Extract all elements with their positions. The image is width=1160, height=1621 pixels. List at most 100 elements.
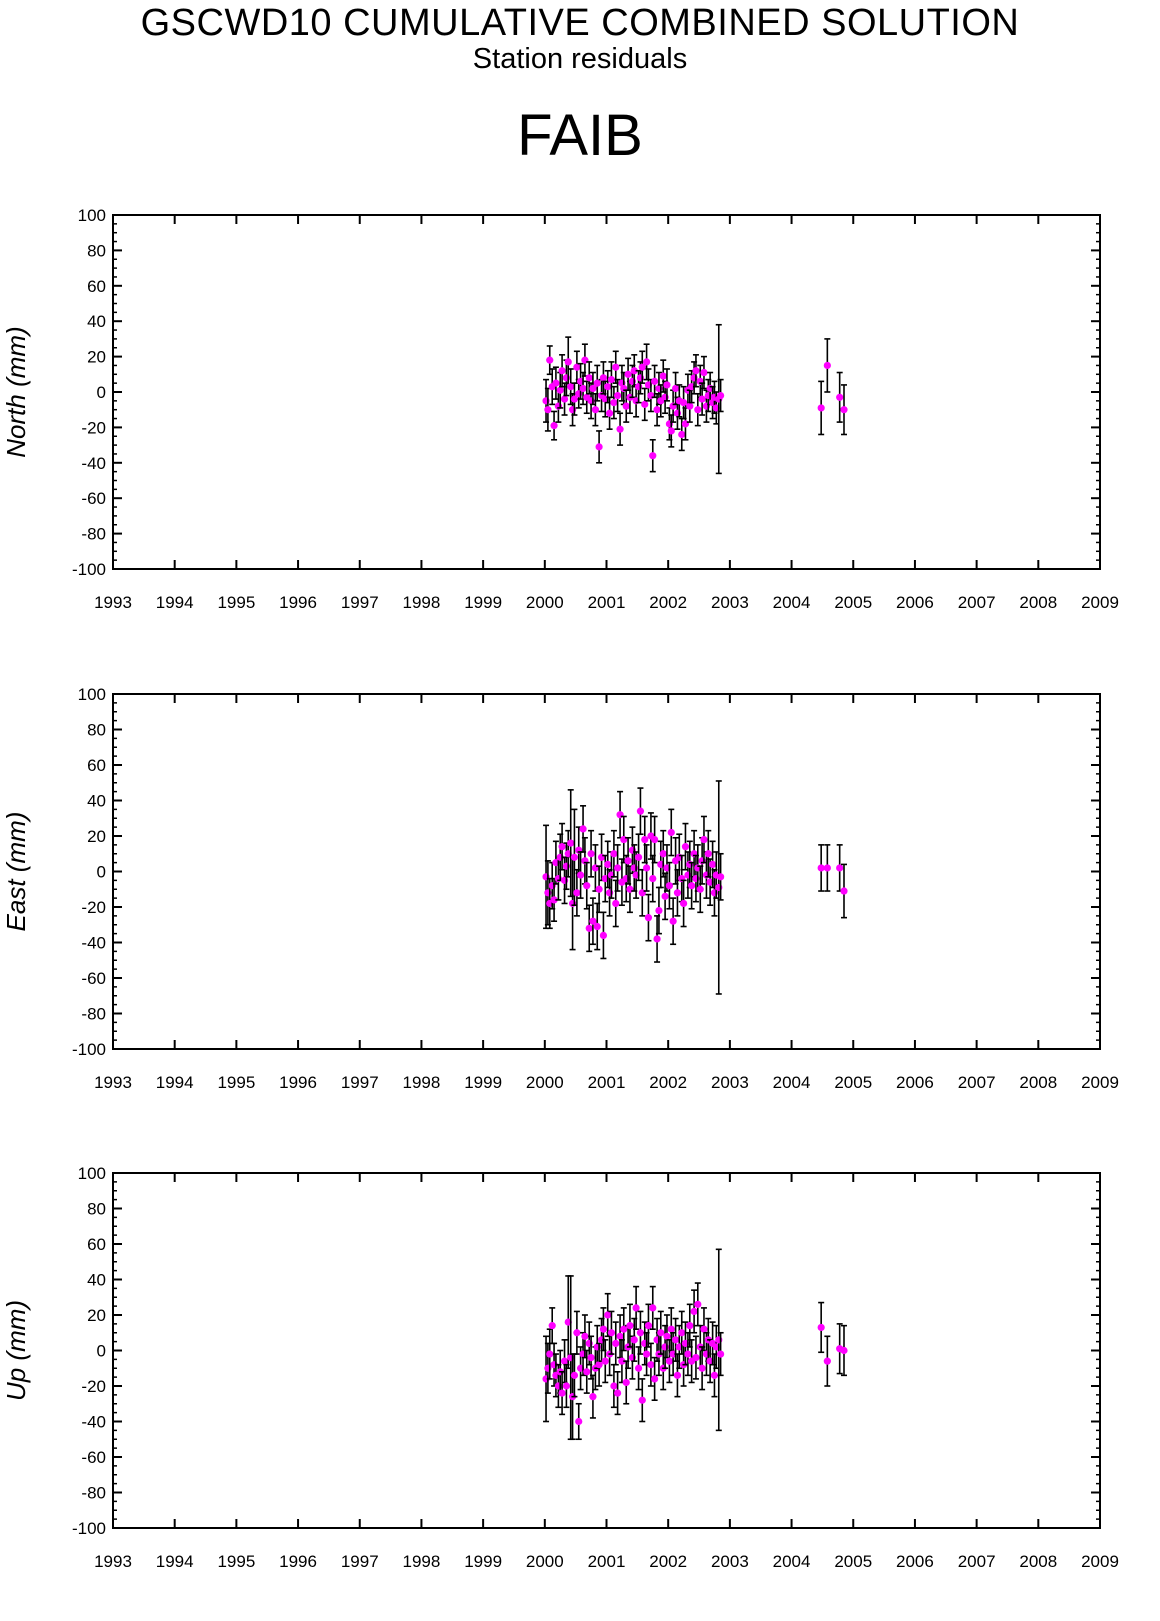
data-marker	[681, 843, 690, 851]
x-tick-label: 1995	[217, 1073, 255, 1092]
x-tick-label: 2002	[649, 1552, 687, 1571]
data-point	[647, 1342, 655, 1387]
x-tick-label: 1993	[94, 1073, 132, 1092]
data-marker	[599, 374, 608, 382]
data-marker	[581, 1332, 589, 1340]
data-point	[665, 861, 674, 910]
data-marker	[698, 1364, 706, 1372]
plot-frame	[112, 214, 1101, 570]
data-marker	[649, 452, 657, 460]
data-point	[558, 822, 566, 871]
y-tick-label: 100	[78, 685, 106, 704]
y-tick-label: -60	[81, 969, 106, 988]
data-marker	[626, 1322, 634, 1330]
x-tick-label: 1999	[464, 1073, 502, 1092]
data-marker	[678, 1329, 686, 1337]
data-marker	[840, 406, 848, 414]
data-marker	[667, 427, 675, 435]
data-marker	[562, 1382, 571, 1390]
data-point	[836, 844, 844, 892]
x-tick-label: 2007	[958, 1552, 996, 1571]
x-tick-label: 1999	[464, 593, 502, 612]
data-marker	[593, 922, 601, 931]
data-marker	[638, 1396, 646, 1404]
data-marker	[698, 395, 706, 403]
data-point	[653, 915, 661, 963]
data-marker	[651, 377, 659, 385]
data-marker	[579, 384, 587, 393]
data-marker	[638, 363, 646, 371]
data-marker	[688, 882, 696, 890]
data-marker	[587, 1354, 595, 1362]
data-marker	[589, 384, 597, 393]
data-point	[823, 1335, 831, 1387]
x-tick-label: 1995	[217, 593, 255, 612]
data-point	[632, 1285, 640, 1330]
data-point	[667, 808, 675, 857]
y-tick-label: -100	[72, 1040, 106, 1059]
x-tick-label: 1999	[464, 1552, 502, 1571]
y-tick-label: 40	[87, 1271, 106, 1290]
data-marker	[641, 400, 649, 408]
data-point	[649, 1285, 657, 1330]
x-tick-label: 2006	[896, 1073, 934, 1092]
data-marker	[717, 873, 725, 881]
x-tick-label: 2005	[834, 593, 872, 612]
x-tick-label: 2001	[588, 1073, 626, 1092]
x-tick-label: 1997	[341, 1073, 379, 1092]
data-marker	[649, 1304, 657, 1312]
x-tick-label: 2008	[1019, 593, 1057, 612]
data-marker	[624, 370, 632, 378]
data-marker	[556, 386, 564, 394]
y-tick-label: 80	[87, 1200, 106, 1219]
data-point	[599, 1307, 608, 1352]
y-tick-label: 60	[87, 277, 106, 296]
data-marker	[605, 409, 614, 417]
data-marker	[836, 864, 844, 872]
data-marker	[634, 853, 643, 861]
data-point	[550, 410, 558, 441]
x-tick-label: 2004	[773, 1073, 811, 1092]
data-marker	[587, 850, 595, 858]
data-point	[614, 1371, 622, 1416]
data-marker	[659, 850, 667, 858]
data-marker	[655, 906, 663, 915]
data-point	[649, 438, 657, 473]
data-point	[823, 338, 831, 393]
data-marker	[593, 379, 601, 387]
x-tick-label: 2006	[896, 1552, 934, 1571]
y-axis-label: Up (mm)	[1, 1300, 31, 1401]
data-point	[700, 355, 708, 390]
data-point	[573, 1310, 581, 1355]
x-tick-label: 1998	[403, 1073, 441, 1092]
data-marker	[576, 871, 585, 879]
data-marker	[599, 931, 608, 940]
data-marker	[700, 1325, 708, 1333]
data-point	[599, 911, 608, 960]
data-point	[612, 1321, 620, 1366]
data-point	[581, 836, 589, 885]
data-marker	[673, 1371, 682, 1379]
data-marker	[607, 1329, 616, 1337]
data-point	[675, 384, 683, 418]
data-point	[717, 852, 725, 901]
y-tick-label: 40	[87, 792, 106, 811]
data-marker	[644, 914, 653, 922]
data-marker	[560, 1357, 569, 1365]
x-tick-label: 2009	[1081, 593, 1119, 612]
data-marker	[579, 825, 587, 833]
chart-subtitle: Station residuals	[472, 43, 688, 75]
data-marker	[684, 1350, 692, 1358]
data-point	[620, 1307, 628, 1352]
data-marker	[823, 1357, 831, 1365]
x-tick-label: 2009	[1081, 1073, 1119, 1092]
x-tick-label: 2002	[649, 593, 687, 612]
x-tick-label: 1994	[156, 1073, 194, 1092]
data-point	[678, 417, 686, 452]
data-point	[641, 815, 649, 864]
x-tick-label: 2003	[711, 1073, 749, 1092]
y-tick-label: -100	[72, 1519, 106, 1538]
data-marker	[570, 1371, 579, 1379]
data-marker	[618, 1357, 626, 1365]
